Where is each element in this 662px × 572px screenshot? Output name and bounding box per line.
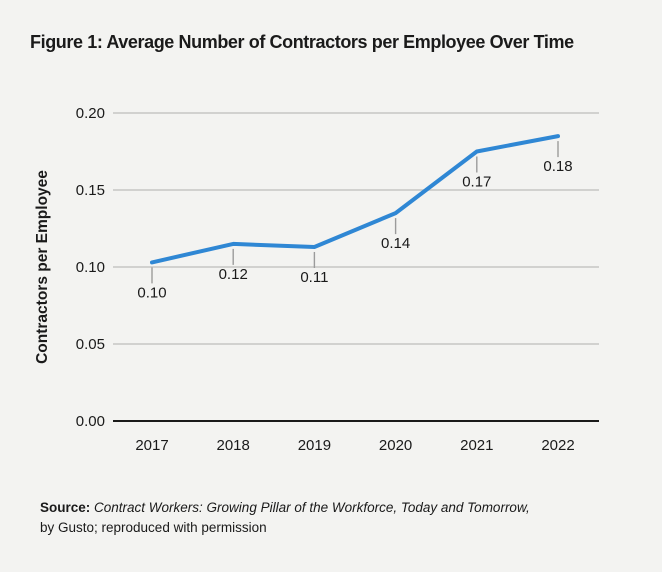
point-value-label: 0.11 xyxy=(300,269,328,286)
y-tick-label: 0.20 xyxy=(76,105,105,122)
y-tick-label: 0.05 xyxy=(76,336,105,353)
y-tick-label: 0.00 xyxy=(76,413,105,430)
source-attribution: by Gusto; reproduced with permission xyxy=(40,520,267,536)
y-tick-label: 0.10 xyxy=(76,259,105,276)
source-work-title: Contract Workers: Growing Pillar of the … xyxy=(94,500,530,515)
x-tick-label: 2018 xyxy=(217,437,250,454)
x-tick-label: 2019 xyxy=(298,437,331,454)
x-tick-label: 2020 xyxy=(379,437,412,454)
x-tick-label: 2022 xyxy=(541,437,574,454)
source-label: Source: xyxy=(40,500,91,515)
point-value-label: 0.10 xyxy=(137,284,166,301)
point-value-label: 0.17 xyxy=(462,174,491,191)
x-tick-label: 2017 xyxy=(135,437,168,454)
figure-title: Figure 1: Average Number of Contractors … xyxy=(30,32,574,52)
y-axis-title: Contractors per Employee xyxy=(34,170,51,364)
point-value-label: 0.14 xyxy=(381,235,410,252)
source-note: Source: Contract Workers: Growing Pillar… xyxy=(40,498,640,539)
x-tick-label: 2021 xyxy=(460,437,493,454)
point-value-label: 0.18 xyxy=(543,158,572,175)
data-line xyxy=(150,134,560,265)
point-value-label: 0.12 xyxy=(219,266,248,283)
y-tick-label: 0.15 xyxy=(76,182,105,199)
